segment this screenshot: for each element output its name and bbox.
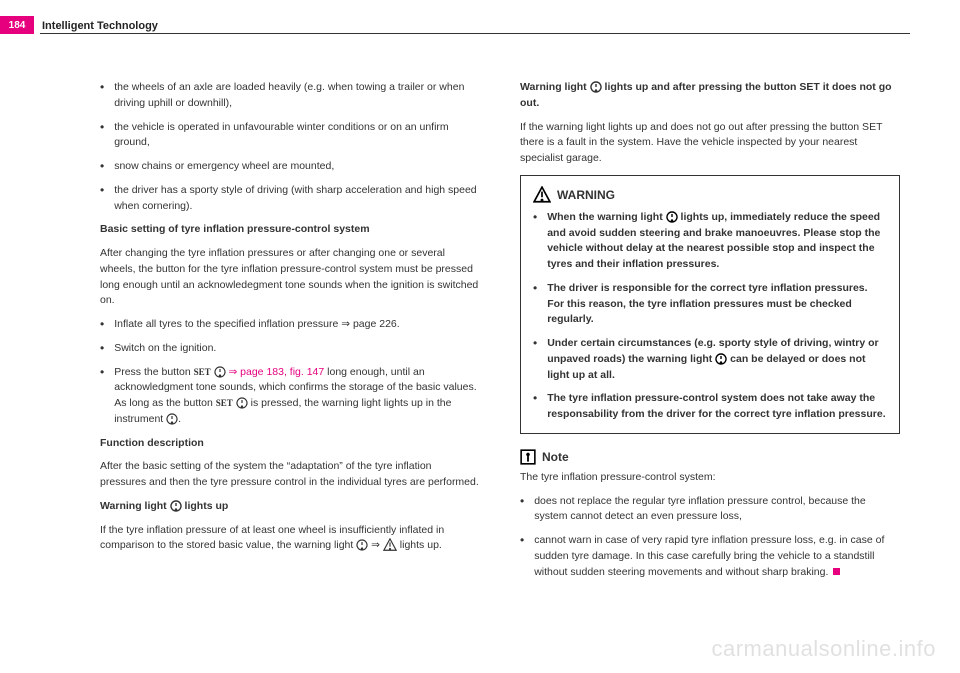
list-item: • cannot warn in case of very rapid tyre… — [520, 533, 900, 580]
bullet-dot: • — [100, 317, 104, 333]
list-item: • Under certain circumstances (e.g. spor… — [533, 336, 887, 383]
bullet-text: does not replace the regular tyre inflat… — [534, 494, 900, 526]
text-fragment: lights up. — [400, 539, 442, 551]
bullet-text: the wheels of an axle are loaded heavily… — [114, 80, 480, 112]
bullet-dot: • — [100, 159, 104, 175]
list-item: • does not replace the regular tyre infl… — [520, 494, 900, 526]
warning-heading: WARNING — [533, 186, 887, 204]
paragraph: If the tyre inflation pressure of at lea… — [100, 523, 480, 555]
tyre-icon — [356, 539, 368, 551]
bullet-dot: • — [533, 281, 537, 328]
content-columns: • the wheels of an axle are loaded heavi… — [100, 80, 900, 643]
tyre-icon — [166, 413, 178, 425]
page-number-badge: 184 — [0, 16, 34, 34]
tyre-icon — [666, 211, 678, 223]
warning-box: WARNING • When the warning light lights … — [520, 175, 900, 434]
tyre-icon — [715, 353, 727, 365]
bullet-dot: • — [100, 341, 104, 357]
bullet-dot: • — [520, 494, 524, 526]
page-reference-link[interactable]: ⇒ page 183, fig. 147 — [228, 366, 324, 378]
note-label: Note — [542, 448, 569, 466]
list-item: • The driver is responsible for the corr… — [533, 281, 887, 328]
paragraph: After the basic setting of the system th… — [100, 459, 480, 491]
bullet-text: When the warning light lights up, immedi… — [547, 210, 887, 273]
list-item: • When the warning light lights up, imme… — [533, 210, 887, 273]
set-button-label: SET — [194, 367, 211, 377]
list-item: • Press the button SET ⇒ page 183, fig. … — [100, 365, 480, 428]
heading-warning-light-set: Warning light lights up and after pressi… — [520, 80, 900, 112]
text-fragment: ⇒ — [371, 539, 383, 551]
text-fragment: Warning light — [520, 81, 590, 93]
tyre-icon — [214, 366, 226, 378]
info-icon — [520, 449, 536, 465]
bullet-text: Inflate all tyres to the specified infla… — [114, 317, 480, 333]
bullet-text: Under certain circumstances (e.g. sporty… — [547, 336, 887, 383]
heading-function-description: Function description — [100, 436, 480, 452]
warning-triangle-icon — [533, 186, 551, 204]
watermark: carmanualsonline.info — [711, 632, 936, 665]
bullet-text: Press the button SET ⇒ page 183, fig. 14… — [114, 365, 480, 428]
note-heading: Note — [520, 448, 900, 466]
warning-triangle-icon — [383, 538, 397, 552]
bullet-dot: • — [533, 210, 537, 273]
bullet-text: Switch on the ignition. — [114, 341, 480, 357]
bullet-dot: • — [100, 365, 104, 428]
bullet-text: The tyre inflation pressure-control syst… — [547, 391, 887, 423]
list-item: • Inflate all tyres to the specified inf… — [100, 317, 480, 333]
bullet-dot: • — [100, 183, 104, 215]
bullet-dot: • — [100, 80, 104, 112]
list-item: • the driver has a sporty style of drivi… — [100, 183, 480, 215]
heading-warning-light: Warning light lights up — [100, 499, 480, 515]
paragraph: If the warning light lights up and does … — [520, 120, 900, 167]
tyre-icon — [170, 500, 182, 512]
header-rule — [40, 33, 910, 34]
heading-basic-setting: Basic setting of tyre inflation pressure… — [100, 222, 480, 238]
bullet-text: cannot warn in case of very rapid tyre i… — [534, 533, 900, 580]
bullet-dot: • — [533, 336, 537, 383]
tyre-icon — [236, 397, 248, 409]
list-item: • Switch on the ignition. — [100, 341, 480, 357]
set-button-label: SET — [216, 398, 233, 408]
list-item: • the vehicle is operated in unfavourabl… — [100, 120, 480, 152]
bullet-text: The driver is responsible for the correc… — [547, 281, 887, 328]
list-item: • the wheels of an axle are loaded heavi… — [100, 80, 480, 112]
bullet-text: the driver has a sporty style of driving… — [114, 183, 480, 215]
text-fragment: cannot warn in case of very rapid tyre i… — [534, 534, 884, 578]
bullet-dot: • — [533, 391, 537, 423]
bullet-text: the vehicle is operated in unfavourable … — [114, 120, 480, 152]
bullet-dot: • — [520, 533, 524, 580]
warning-label: WARNING — [557, 186, 615, 204]
list-item: • The tyre inflation pressure-control sy… — [533, 391, 887, 423]
left-column: • the wheels of an axle are loaded heavi… — [100, 80, 480, 643]
paragraph: The tyre inflation pressure-control syst… — [520, 470, 900, 486]
paragraph: After changing the tyre inflation pressu… — [100, 246, 480, 309]
end-of-section-icon — [833, 568, 840, 575]
bullet-dot: • — [100, 120, 104, 152]
list-item: • snow chains or emergency wheel are mou… — [100, 159, 480, 175]
text-fragment: When the warning light — [547, 211, 665, 223]
text-fragment: lights up — [185, 500, 229, 512]
text-fragment: . — [178, 413, 181, 425]
right-column: Warning light lights up and after pressi… — [520, 80, 900, 643]
text-fragment: Press the button — [114, 366, 193, 378]
text-fragment: Warning light — [100, 500, 170, 512]
bullet-text: snow chains or emergency wheel are mount… — [114, 159, 480, 175]
tyre-icon — [590, 81, 602, 93]
